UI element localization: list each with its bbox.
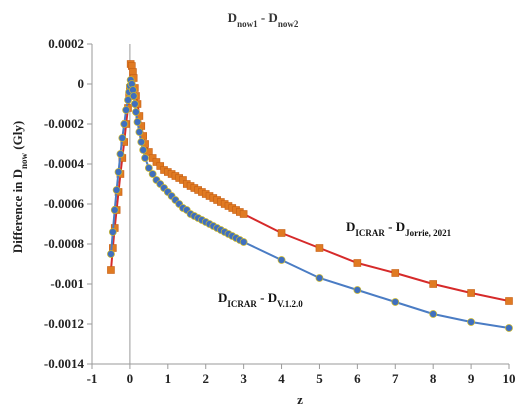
chart-title-main: D — [228, 10, 237, 25]
y-axis-title-sub: now — [19, 152, 29, 169]
x-tick-label: 0 — [127, 371, 134, 386]
chart-title-sub2: now2 — [278, 19, 299, 29]
chart-title-separator: - — [258, 10, 269, 25]
annotation-v120: DICRAR - DV.1.2.0 — [218, 290, 303, 309]
series-layer — [107, 60, 513, 332]
data-point — [130, 100, 139, 108]
data-point — [353, 286, 362, 294]
data-point — [110, 206, 119, 214]
chart-title: Dnow1 - Dnow2 — [228, 10, 299, 29]
data-point — [239, 210, 248, 218]
annotation-jorrie-sep: - — [385, 219, 396, 234]
annotation-jorrie-sub2: Jorrie, 2021 — [405, 228, 451, 238]
data-point — [467, 289, 475, 297]
chart-title-sub1: now1 — [237, 19, 258, 29]
data-point — [277, 229, 286, 237]
data-point — [148, 170, 157, 178]
data-point — [505, 297, 513, 305]
series-line — [110, 79, 510, 329]
data-point — [391, 298, 400, 306]
x-tick-label: 5 — [316, 371, 323, 386]
annotation-jorrie-main: D — [346, 219, 355, 234]
data-point — [132, 108, 140, 116]
x-tick-label: 6 — [354, 371, 361, 386]
y-tick-label: 0 — [78, 76, 85, 91]
annotation-v120-sub1: ICRAR — [227, 299, 257, 309]
series-0 — [107, 60, 513, 305]
series-1 — [107, 76, 513, 332]
annotation-v120-sub2: V.1.2.0 — [277, 299, 303, 309]
data-point — [118, 134, 127, 142]
x-tick-label: 7 — [392, 371, 399, 386]
data-point — [315, 274, 324, 282]
x-tick-label: 9 — [468, 371, 475, 386]
y-tick-label: 0.0002 — [48, 36, 84, 51]
annotation-jorrie-main2: D — [396, 219, 405, 234]
data-point — [135, 128, 144, 136]
data-point — [139, 146, 148, 154]
data-point — [391, 269, 400, 277]
data-point — [277, 256, 286, 264]
data-point — [133, 118, 142, 126]
data-point — [107, 266, 115, 274]
y-tick-label: -0.001 — [50, 276, 84, 291]
y-axis-title-main: Difference in D — [10, 169, 25, 253]
x-tick-label: 8 — [430, 371, 437, 386]
data-point — [108, 228, 117, 236]
data-point — [353, 259, 362, 267]
x-tick-label: 2 — [202, 371, 209, 386]
axes-layer: 0.0002 0 -0.0002 -0.0004 -0.0006 -0.0008 -0.00… — [44, 36, 516, 386]
annotation-v120-main: D — [218, 290, 227, 305]
y-tick-label: -0.0002 — [44, 116, 84, 131]
data-point — [107, 250, 115, 258]
x-tick-label: -1 — [87, 371, 98, 386]
data-point — [124, 96, 132, 104]
data-point — [112, 186, 121, 194]
x-tick-label: 1 — [165, 371, 172, 386]
x-tick-label: 3 — [240, 371, 247, 386]
data-point — [239, 238, 248, 246]
data-point — [137, 138, 146, 146]
chart-title-main2: D — [268, 10, 277, 25]
data-point — [122, 106, 131, 114]
x-tick-label: 10 — [503, 371, 516, 386]
y-tick-label: -0.0004 — [44, 156, 85, 171]
data-point — [116, 150, 125, 158]
series-line — [110, 60, 510, 302]
data-point — [120, 120, 129, 128]
y-tick-label: -0.0014 — [44, 356, 85, 371]
data-point — [144, 164, 153, 172]
y-tick-label: -0.0006 — [44, 196, 85, 211]
data-point — [505, 324, 513, 332]
data-point — [467, 318, 475, 326]
data-point — [141, 154, 149, 162]
data-point — [429, 280, 437, 288]
annotation-v120-main2: D — [268, 290, 277, 305]
annotation-jorrie: DICRAR - DJorrie, 2021 — [346, 219, 452, 238]
y-axis-title-unit: (Gly) — [10, 121, 25, 153]
data-point — [429, 310, 438, 318]
y-axis-title: Difference in Dnow (Gly) — [10, 121, 29, 253]
y-tick-label: -0.0012 — [44, 316, 84, 331]
x-tick-label: 4 — [278, 371, 285, 386]
annotation-v120-sep: - — [257, 290, 268, 305]
data-point — [114, 168, 123, 176]
data-point — [315, 244, 324, 252]
data-point — [129, 92, 138, 100]
x-axis-title: z — [297, 392, 303, 407]
annotation-jorrie-sub1: ICRAR — [355, 228, 385, 238]
y-tick-label: -0.0008 — [44, 236, 85, 251]
